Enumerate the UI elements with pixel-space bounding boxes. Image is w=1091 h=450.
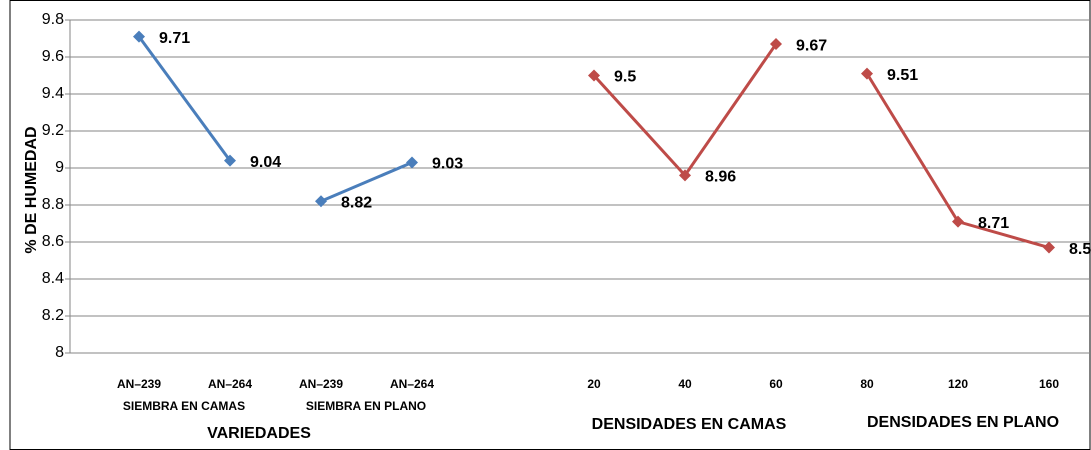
marker [770, 38, 782, 51]
y-tick-label: 8.6 [42, 233, 64, 250]
x-tick-label: 60 [769, 377, 783, 391]
x-tick-label: AN–264 [208, 377, 252, 391]
data-label: 9.03 [432, 156, 463, 173]
marker [133, 30, 145, 43]
x-tick-label: AN–239 [299, 377, 343, 391]
marker [1043, 241, 1055, 254]
data-label: 8.82 [341, 195, 372, 212]
series-line [137, 35, 232, 162]
group-label: SIEMBRA EN CAMAS [123, 399, 245, 413]
marker [406, 156, 418, 169]
y-tick-label: 8 [55, 344, 64, 361]
marker [315, 195, 327, 208]
chart-border [9, 0, 1091, 450]
y-tick-label: 9.8 [42, 11, 64, 28]
marker [679, 169, 691, 182]
y-tick-label: 8.8 [42, 196, 64, 213]
y-tick-label: 9.2 [42, 122, 64, 139]
section-label: VARIEDADES [207, 425, 311, 442]
x-tick-label: 120 [948, 377, 968, 391]
y-tick-label: 8.2 [42, 307, 64, 324]
x-tick-label: AN–239 [117, 377, 161, 391]
marker [224, 154, 236, 167]
marker [861, 67, 873, 80]
data-label: 9.51 [887, 67, 918, 84]
section-label: DENSIDADES EN CAMAS [592, 416, 787, 433]
data-label: 8.57 [1069, 241, 1091, 258]
x-tick-label: 40 [678, 377, 692, 391]
y-tick-label: 9.4 [42, 85, 64, 102]
data-label: 9.5 [614, 69, 636, 86]
data-label: 9.71 [159, 30, 190, 47]
x-tick-label: 160 [1039, 377, 1059, 391]
group-label: SIEMBRA EN PLANO [306, 399, 426, 413]
x-tick-label: AN–264 [390, 377, 434, 391]
y-tick-label: 9 [55, 159, 64, 176]
x-tick-label: 80 [860, 377, 874, 391]
series-line [320, 161, 413, 203]
data-label: 8.96 [705, 169, 736, 186]
y-axis-title: % DE HUMEDAD [23, 126, 40, 253]
marker [952, 215, 964, 228]
y-tick-label: 8.4 [42, 270, 64, 287]
x-tick-label: 20 [587, 377, 601, 391]
y-tick-label: 9.6 [42, 48, 64, 65]
data-label: 9.67 [796, 37, 827, 54]
marker [588, 69, 600, 82]
section-label: DENSIDADES EN PLANO [867, 414, 1059, 431]
data-label: 9.04 [250, 154, 281, 171]
data-label: 8.71 [978, 215, 1009, 232]
